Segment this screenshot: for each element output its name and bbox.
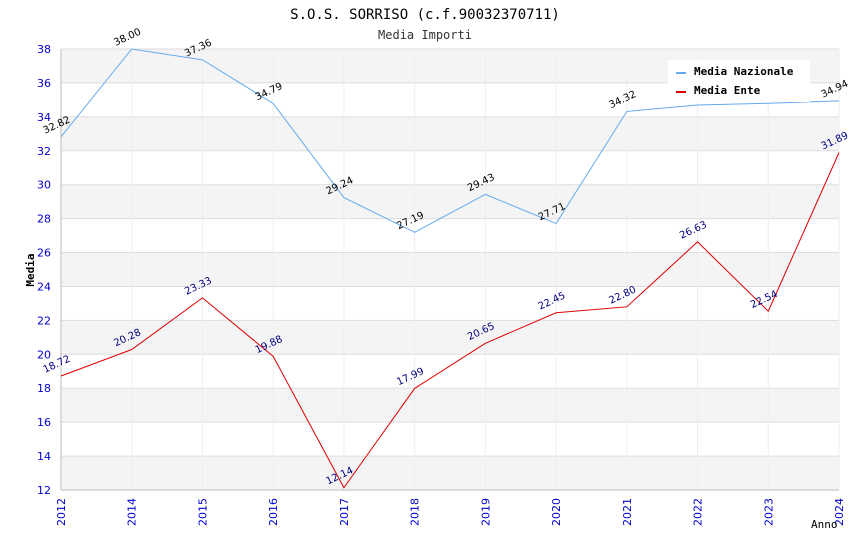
y-tick-label: 38: [37, 43, 51, 56]
y-tick-label: 24: [37, 280, 51, 293]
chart-subtitle: Media Importi: [378, 28, 472, 42]
grid-band: [61, 116, 839, 151]
x-tick-label: 2014: [126, 498, 139, 526]
y-tick-label: 12: [37, 484, 51, 497]
y-tick-label: 32: [37, 145, 51, 158]
y-tick-label: 34: [37, 111, 51, 124]
data-label: 22.45: [537, 290, 568, 312]
y-tick-label: 30: [37, 179, 51, 192]
series-line-ente: [60, 152, 840, 489]
y-tick-label: 14: [37, 450, 51, 463]
y-axis-label: Media: [24, 253, 37, 286]
x-tick-label: 2019: [479, 498, 492, 526]
legend: Media Nazionale Media Ente: [668, 60, 810, 102]
grid-lines: [60, 48, 840, 491]
legend-box: [668, 60, 810, 102]
grid-band: [61, 456, 839, 490]
x-tick-label: 2023: [762, 498, 775, 526]
series-lines: [60, 48, 840, 489]
x-tick-label: 2017: [338, 498, 351, 526]
grid-band: [61, 252, 839, 287]
x-tick-label: 2024: [833, 498, 846, 526]
legend-label-nazionale: Media Nazionale: [694, 65, 794, 78]
data-label: 34.32: [607, 89, 638, 111]
y-tick-label: 26: [37, 247, 51, 260]
y-tick-label: 18: [37, 382, 51, 395]
x-tick-label: 2015: [196, 498, 209, 526]
x-tick-label: 2012: [55, 498, 68, 526]
chart-title: S.O.S. SORRISO (c.f.90032370711): [290, 7, 560, 23]
data-label: 34.79: [254, 81, 285, 103]
y-tick-label: 36: [37, 77, 51, 90]
x-tick-labels: 2012 2014 2015 2016 2017 2018 2019 2020 2021 2022…: [55, 498, 846, 526]
y-tick-label: 20: [37, 348, 51, 361]
y-tick-label: 22: [37, 314, 51, 327]
grid-band: [61, 388, 839, 423]
x-tick-label: 2020: [550, 498, 563, 526]
y-tick-labels: 12 14 16 18 20 22 24 26 28 30 32 34 36 38: [37, 43, 51, 497]
series-line-nazionale: [60, 48, 840, 233]
x-tick-label: 2018: [409, 498, 422, 526]
data-label: 17.99: [395, 366, 426, 388]
y-tick-label: 16: [37, 416, 51, 429]
x-tick-label: 2021: [621, 498, 634, 526]
data-label: 26.63: [678, 219, 709, 241]
x-tick-label: 2016: [267, 498, 280, 526]
data-label: 38.00: [112, 27, 143, 49]
grid-bands: [61, 49, 839, 490]
x-axis-label: Anno: [811, 518, 838, 531]
grid-band: [61, 320, 839, 355]
data-label: 22.80: [607, 284, 638, 306]
legend-label-ente: Media Ente: [694, 84, 761, 97]
y-tick-label: 28: [37, 213, 51, 226]
x-tick-label: 2022: [692, 498, 705, 526]
